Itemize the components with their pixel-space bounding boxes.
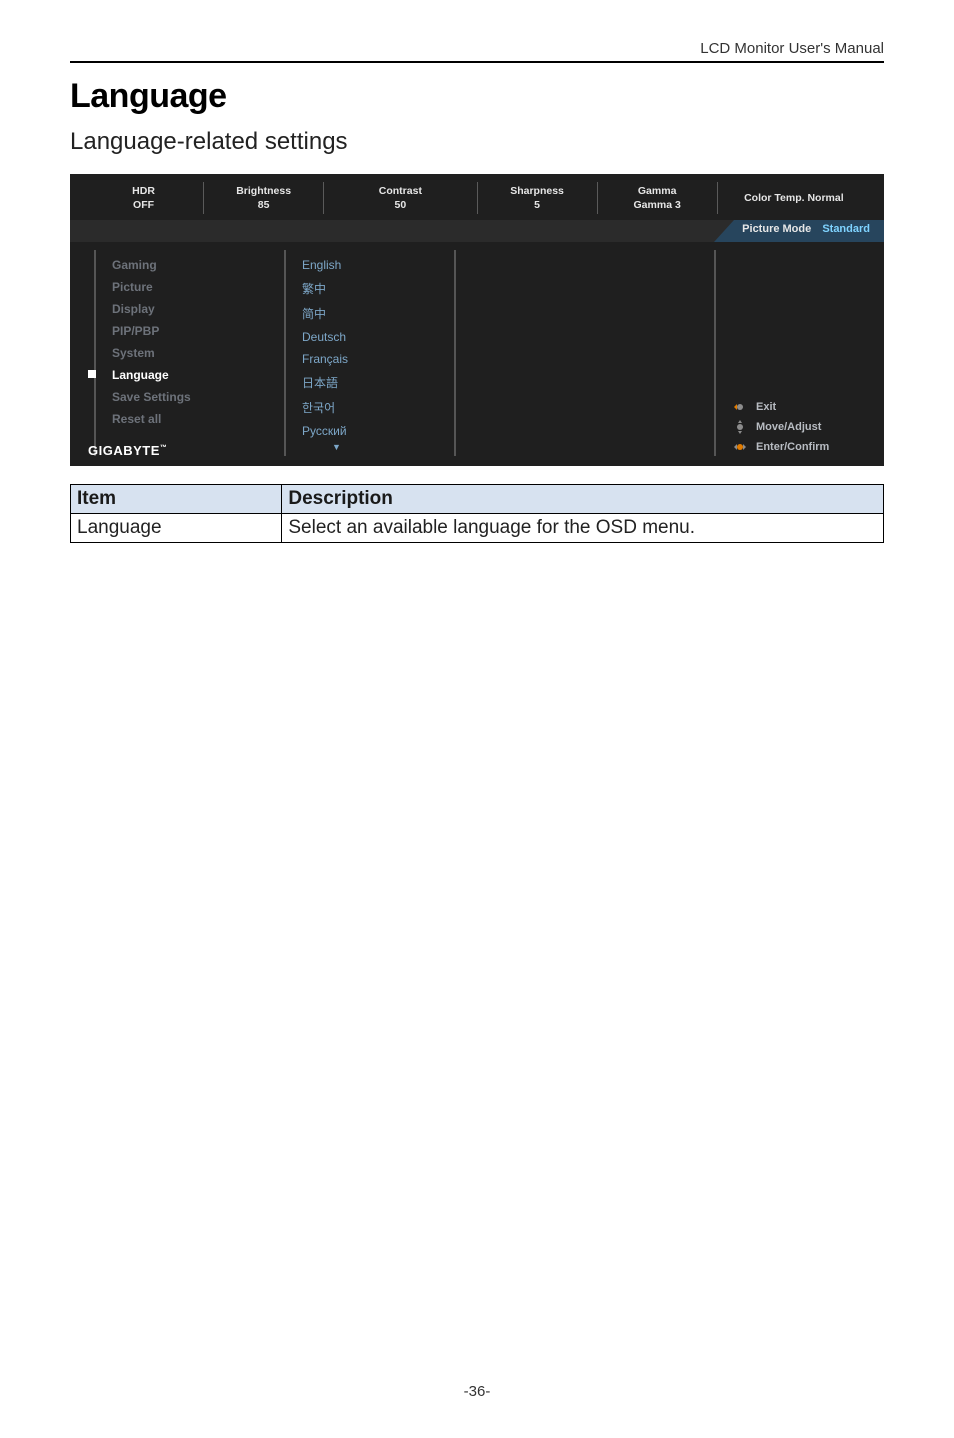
- page-title: Language: [70, 77, 884, 116]
- description-table: Item Description Language Select an avai…: [70, 484, 884, 543]
- joystick-press-icon: [732, 441, 748, 453]
- osd-stat-contrast: Contrast 50: [323, 182, 476, 214]
- opt-francais: Français: [302, 348, 438, 370]
- nav-language: Language: [112, 364, 268, 386]
- stat-value: OFF: [133, 198, 154, 212]
- osd-stat-hdr: HDR OFF: [84, 182, 203, 214]
- action-label: Move/Adjust: [756, 421, 821, 433]
- nav-reset-all: Reset all: [112, 408, 268, 430]
- td-item: Language: [71, 514, 282, 543]
- stat-label: Sharpness: [510, 184, 564, 198]
- opt-trad-chinese: 繁中: [302, 276, 438, 301]
- brand-text: GIGABYTE: [88, 443, 160, 458]
- action-move: Move/Adjust: [732, 416, 868, 438]
- osd-tabstrip: Picture Mode Standard: [70, 220, 884, 242]
- nav-system: System: [112, 342, 268, 364]
- osd-status-bar: HDR OFF Brightness 85 Contrast 50 Sharpn…: [70, 174, 884, 220]
- osd-picture-mode-tab: Picture Mode Standard: [734, 220, 884, 242]
- stat-label: Brightness: [236, 184, 291, 198]
- osd-stat-sharpness: Sharpness 5: [477, 182, 597, 214]
- stat-value: Gamma 3: [634, 198, 681, 212]
- opt-english: English: [302, 254, 438, 276]
- osd-stat-colortemp: Color Temp. Normal: [717, 182, 870, 214]
- nav-picture: Picture: [112, 276, 268, 298]
- doc-header: LCD Monitor User's Manual: [70, 40, 884, 63]
- tab-value: Standard: [822, 223, 870, 235]
- stat-label: Gamma: [638, 184, 677, 198]
- stat-label: Color Temp. Normal: [744, 191, 844, 205]
- osd-nav-column: Gaming Picture Display PIP/PBP System La…: [94, 250, 284, 456]
- th-description: Description: [282, 485, 884, 514]
- nav-gaming: Gaming: [112, 254, 268, 276]
- osd-actions-column: Exit Move/Adjust Enter: [714, 250, 884, 456]
- stat-value: 85: [258, 198, 270, 212]
- action-enter: Enter/Confirm: [732, 438, 868, 456]
- osd-empty-column: [454, 250, 714, 456]
- action-label: Exit: [756, 401, 776, 413]
- osd-stat-brightness: Brightness 85: [203, 182, 323, 214]
- action-label: Enter/Confirm: [756, 441, 829, 453]
- stat-label: HDR: [132, 184, 155, 198]
- osd-body: Gaming Picture Display PIP/PBP System La…: [70, 242, 884, 466]
- stat-value: 5: [534, 198, 540, 212]
- page-subtitle: Language-related settings: [70, 128, 884, 156]
- joystick-move-icon: [732, 419, 748, 435]
- tab-key: Picture Mode: [742, 223, 811, 235]
- nav-save-settings: Save Settings: [112, 386, 268, 408]
- action-exit: Exit: [732, 398, 868, 416]
- stat-value: 50: [395, 198, 407, 212]
- scroll-down-icon: ▼: [302, 442, 438, 452]
- opt-deutsch: Deutsch: [302, 326, 438, 348]
- opt-russian: Pусский: [302, 420, 438, 442]
- opt-japanese: 日本語: [302, 370, 438, 395]
- td-desc: Select an available language for the OSD…: [282, 514, 884, 543]
- opt-korean: 한국어: [302, 395, 438, 420]
- osd-options-column: English 繁中 简中 Deutsch Français 日本語 한국어 P…: [284, 250, 454, 456]
- page-number: -36-: [0, 1383, 954, 1400]
- joystick-left-icon: [732, 401, 748, 413]
- th-item: Item: [71, 485, 282, 514]
- osd-screenshot: HDR OFF Brightness 85 Contrast 50 Sharpn…: [70, 174, 884, 466]
- table-row: Language Select an available language fo…: [71, 514, 884, 543]
- stat-label: Contrast: [379, 184, 422, 198]
- doc-title: LCD Monitor User's Manual: [700, 40, 884, 57]
- nav-pip-pbp: PIP/PBP: [112, 320, 268, 342]
- brand-logo: GIGABYTE™: [88, 443, 167, 458]
- opt-simp-chinese: 简中: [302, 301, 438, 326]
- nav-display: Display: [112, 298, 268, 320]
- osd-stat-gamma: Gamma Gamma 3: [597, 182, 717, 214]
